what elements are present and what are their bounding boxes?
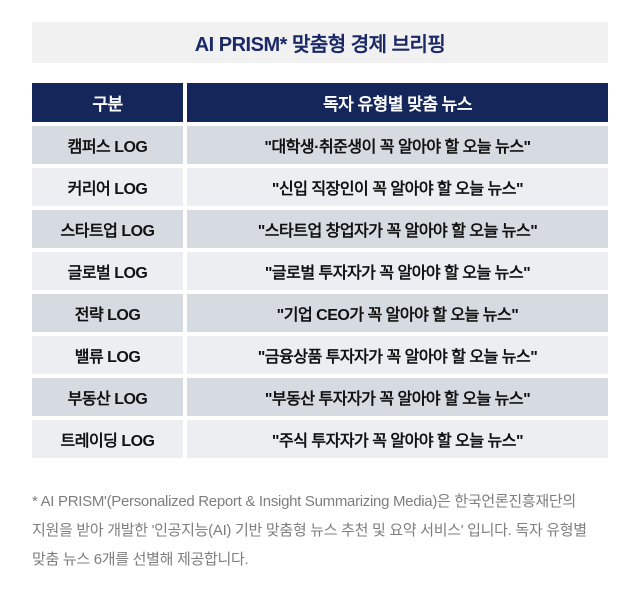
table-row: 전략 LOG "기업 CEO가 꼭 알아야 할 오늘 뉴스" <box>32 294 608 332</box>
row-category: 트레이딩 LOG <box>32 420 183 458</box>
row-category: 밸류 LOG <box>32 336 183 374</box>
col-header-news: 독자 유형별 맞춤 뉴스 <box>187 83 608 122</box>
table-row: 커리어 LOG "신입 직장인이 꼭 알아야 할 오늘 뉴스" <box>32 168 608 206</box>
row-news-headline: "부동산 투자자가 꼭 알아야 할 오늘 뉴스" <box>187 378 608 416</box>
briefing-table: 구분 독자 유형별 맞춤 뉴스 캠퍼스 LOG "대학생·취준생이 꼭 알아야 … <box>32 83 608 458</box>
row-category: 글로벌 LOG <box>32 252 183 290</box>
footnote: * AI PRISM'(Personalized Report & Insigh… <box>32 493 587 568</box>
table-header-row: 구분 독자 유형별 맞춤 뉴스 <box>32 83 608 122</box>
row-news-headline: "스타트업 창업자가 꼭 알아야 할 오늘 뉴스" <box>187 210 608 248</box>
col-header-category: 구분 <box>32 83 183 122</box>
table-row: 스타트업 LOG "스타트업 창업자가 꼭 알아야 할 오늘 뉴스" <box>32 210 608 248</box>
briefing-infographic: AI PRISM* 맞춤형 경제 브리핑 구분 독자 유형별 맞춤 뉴스 캠퍼스… <box>32 22 608 568</box>
row-category: 부동산 LOG <box>32 378 183 416</box>
row-category: 전략 LOG <box>32 294 183 332</box>
row-news-headline: "대학생·취준생이 꼭 알아야 할 오늘 뉴스" <box>187 126 608 164</box>
table-row: 트레이딩 LOG "주식 투자자가 꼭 알아야 할 오늘 뉴스" <box>32 420 608 458</box>
table-row: 부동산 LOG "부동산 투자자가 꼭 알아야 할 오늘 뉴스" <box>32 378 608 416</box>
table-row: 캠퍼스 LOG "대학생·취준생이 꼭 알아야 할 오늘 뉴스" <box>32 126 608 164</box>
page-title: AI PRISM* 맞춤형 경제 브리핑 <box>194 34 446 56</box>
table-row: 글로벌 LOG "글로벌 투자자가 꼭 알아야 할 오늘 뉴스" <box>32 252 608 290</box>
row-news-headline: "글로벌 투자자가 꼭 알아야 할 오늘 뉴스" <box>187 252 608 290</box>
row-category: 캠퍼스 LOG <box>32 126 183 164</box>
row-news-headline: "기업 CEO가 꼭 알아야 할 오늘 뉴스" <box>187 294 608 332</box>
row-category: 스타트업 LOG <box>32 210 183 248</box>
table-row: 밸류 LOG "금융상품 투자자가 꼭 알아야 할 오늘 뉴스" <box>32 336 608 374</box>
row-category: 커리어 LOG <box>32 168 183 206</box>
row-news-headline: "주식 투자자가 꼭 알아야 할 오늘 뉴스" <box>187 420 608 458</box>
row-news-headline: "신입 직장인이 꼭 알아야 할 오늘 뉴스" <box>187 168 608 206</box>
title-bar: AI PRISM* 맞춤형 경제 브리핑 <box>32 22 608 63</box>
row-news-headline: "금융상품 투자자가 꼭 알아야 할 오늘 뉴스" <box>187 336 608 374</box>
